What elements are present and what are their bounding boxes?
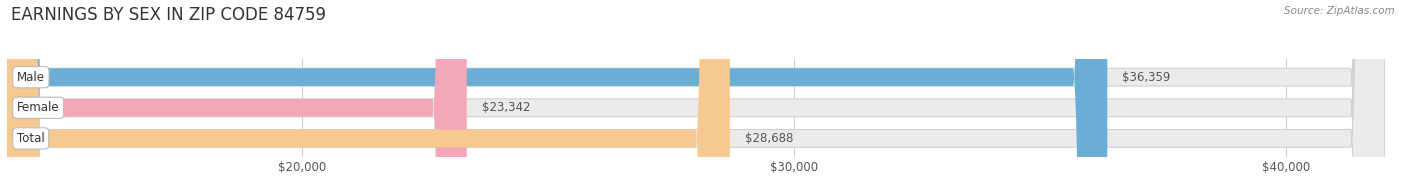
Text: EARNINGS BY SEX IN ZIP CODE 84759: EARNINGS BY SEX IN ZIP CODE 84759 [11, 6, 326, 24]
FancyBboxPatch shape [7, 0, 730, 196]
FancyBboxPatch shape [7, 0, 1385, 196]
Text: Female: Female [17, 101, 59, 114]
Text: $23,342: $23,342 [481, 101, 530, 114]
FancyBboxPatch shape [7, 0, 1385, 196]
Text: Source: ZipAtlas.com: Source: ZipAtlas.com [1284, 6, 1395, 16]
FancyBboxPatch shape [7, 0, 1108, 196]
Text: $28,688: $28,688 [745, 132, 793, 145]
Text: $36,359: $36,359 [1122, 71, 1170, 84]
FancyBboxPatch shape [7, 0, 467, 196]
Text: Total: Total [17, 132, 45, 145]
Text: Male: Male [17, 71, 45, 84]
FancyBboxPatch shape [7, 0, 1385, 196]
